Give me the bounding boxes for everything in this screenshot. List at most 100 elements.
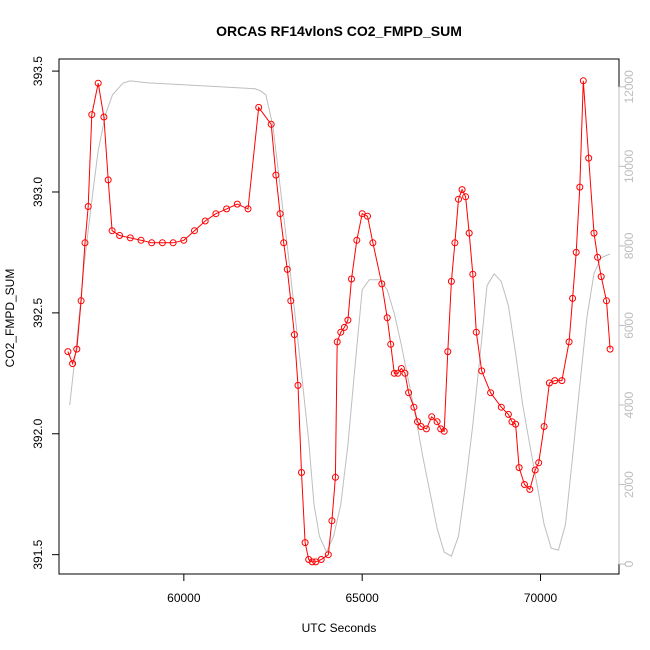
right-tick-label: 2000	[622, 471, 636, 498]
y-tick-label: 393.0	[31, 177, 45, 207]
data-point	[328, 517, 336, 525]
x-axis: 60000 65000 70000	[167, 573, 558, 605]
data-point	[576, 183, 584, 191]
x-tick-label: 65000	[345, 591, 379, 605]
data-point	[308, 558, 316, 566]
right-tick-label: 12000	[622, 70, 636, 104]
data-point	[512, 420, 520, 428]
data-point	[590, 229, 598, 237]
data-point	[267, 120, 275, 128]
data-point	[508, 418, 516, 426]
data-point	[287, 297, 295, 305]
series-secondary-line	[69, 80, 611, 557]
data-point	[180, 236, 188, 244]
data-point	[390, 369, 398, 377]
x-axis-label: UTC Seconds	[302, 621, 377, 635]
data-point	[565, 338, 573, 346]
data-point	[148, 239, 156, 247]
data-point	[414, 418, 421, 426]
data-point	[294, 381, 302, 389]
data-point	[348, 275, 355, 283]
data-point	[201, 217, 209, 225]
data-point	[521, 481, 528, 488]
data-point	[81, 239, 89, 247]
data-point	[597, 273, 605, 281]
data-point	[255, 103, 263, 111]
data-point	[369, 239, 377, 247]
y-axis-label: CO2_FMPD_SUM	[3, 269, 17, 368]
y-tick-label: 392.0	[31, 418, 45, 448]
data-point	[531, 466, 539, 474]
data-point	[551, 377, 559, 385]
series-primary-line	[67, 80, 611, 563]
data-point	[558, 377, 566, 385]
right-tick-label: 6000	[622, 312, 636, 339]
data-point	[526, 485, 534, 493]
data-point	[73, 345, 81, 353]
data-point	[401, 369, 409, 377]
data-point	[212, 210, 220, 218]
right-tick-label: 8000	[622, 232, 636, 259]
data-point	[77, 297, 85, 305]
data-point	[283, 265, 291, 273]
data-point	[298, 469, 305, 476]
chart-title: ORCAS RF14vlonS CO2_FMPD_SUM	[216, 23, 462, 39]
data-point	[233, 200, 241, 208]
data-point	[158, 239, 166, 247]
data-point	[585, 154, 593, 162]
data-point	[397, 365, 405, 372]
data-point	[276, 210, 284, 218]
data-point	[606, 345, 614, 353]
data-point	[428, 413, 436, 421]
data-point	[440, 427, 448, 435]
y-tick-label: 392.5	[31, 298, 45, 328]
data-point	[387, 340, 395, 348]
right-tick-label: 10000	[622, 149, 636, 183]
data-point	[331, 473, 339, 481]
data-point	[84, 203, 92, 210]
data-point	[478, 367, 486, 375]
data-point	[465, 229, 473, 237]
data-point	[405, 389, 413, 397]
right-axis: 0 2000 4000 6000 8000 10000 12000	[618, 70, 636, 567]
data-point	[504, 410, 512, 418]
data-point	[324, 551, 332, 559]
data-point	[594, 253, 602, 261]
data-point	[169, 239, 177, 247]
data-point	[497, 403, 505, 411]
data-point	[437, 425, 445, 433]
data-point	[290, 331, 298, 339]
data-point	[69, 360, 77, 368]
data-point	[108, 227, 116, 235]
data-point	[244, 205, 252, 213]
data-point	[64, 348, 72, 356]
data-point	[572, 248, 580, 256]
data-point	[88, 111, 96, 119]
data-point	[223, 205, 231, 213]
data-point	[333, 338, 341, 346]
data-point	[364, 212, 371, 220]
right-tick-label: 0	[622, 560, 636, 567]
series-primary-points	[64, 77, 614, 566]
data-point	[455, 195, 462, 203]
data-point	[458, 186, 466, 194]
data-point	[422, 425, 430, 433]
right-tick-label: 4000	[622, 391, 636, 418]
data-point	[116, 232, 124, 239]
data-point	[579, 77, 587, 85]
data-point	[451, 239, 459, 247]
data-point	[100, 113, 108, 121]
data-point	[353, 236, 361, 244]
y-axis: 391.5 392.0 392.5 393.0 393.5	[31, 56, 60, 570]
data-point	[317, 556, 325, 563]
data-point	[280, 239, 288, 247]
data-point	[301, 539, 309, 547]
x-tick-label: 60000	[167, 591, 201, 605]
data-point	[378, 280, 386, 288]
y-tick-label: 391.5	[31, 539, 45, 569]
data-point	[462, 193, 470, 201]
plot-frame	[58, 58, 620, 575]
data-point	[447, 277, 455, 285]
data-point	[340, 323, 348, 331]
